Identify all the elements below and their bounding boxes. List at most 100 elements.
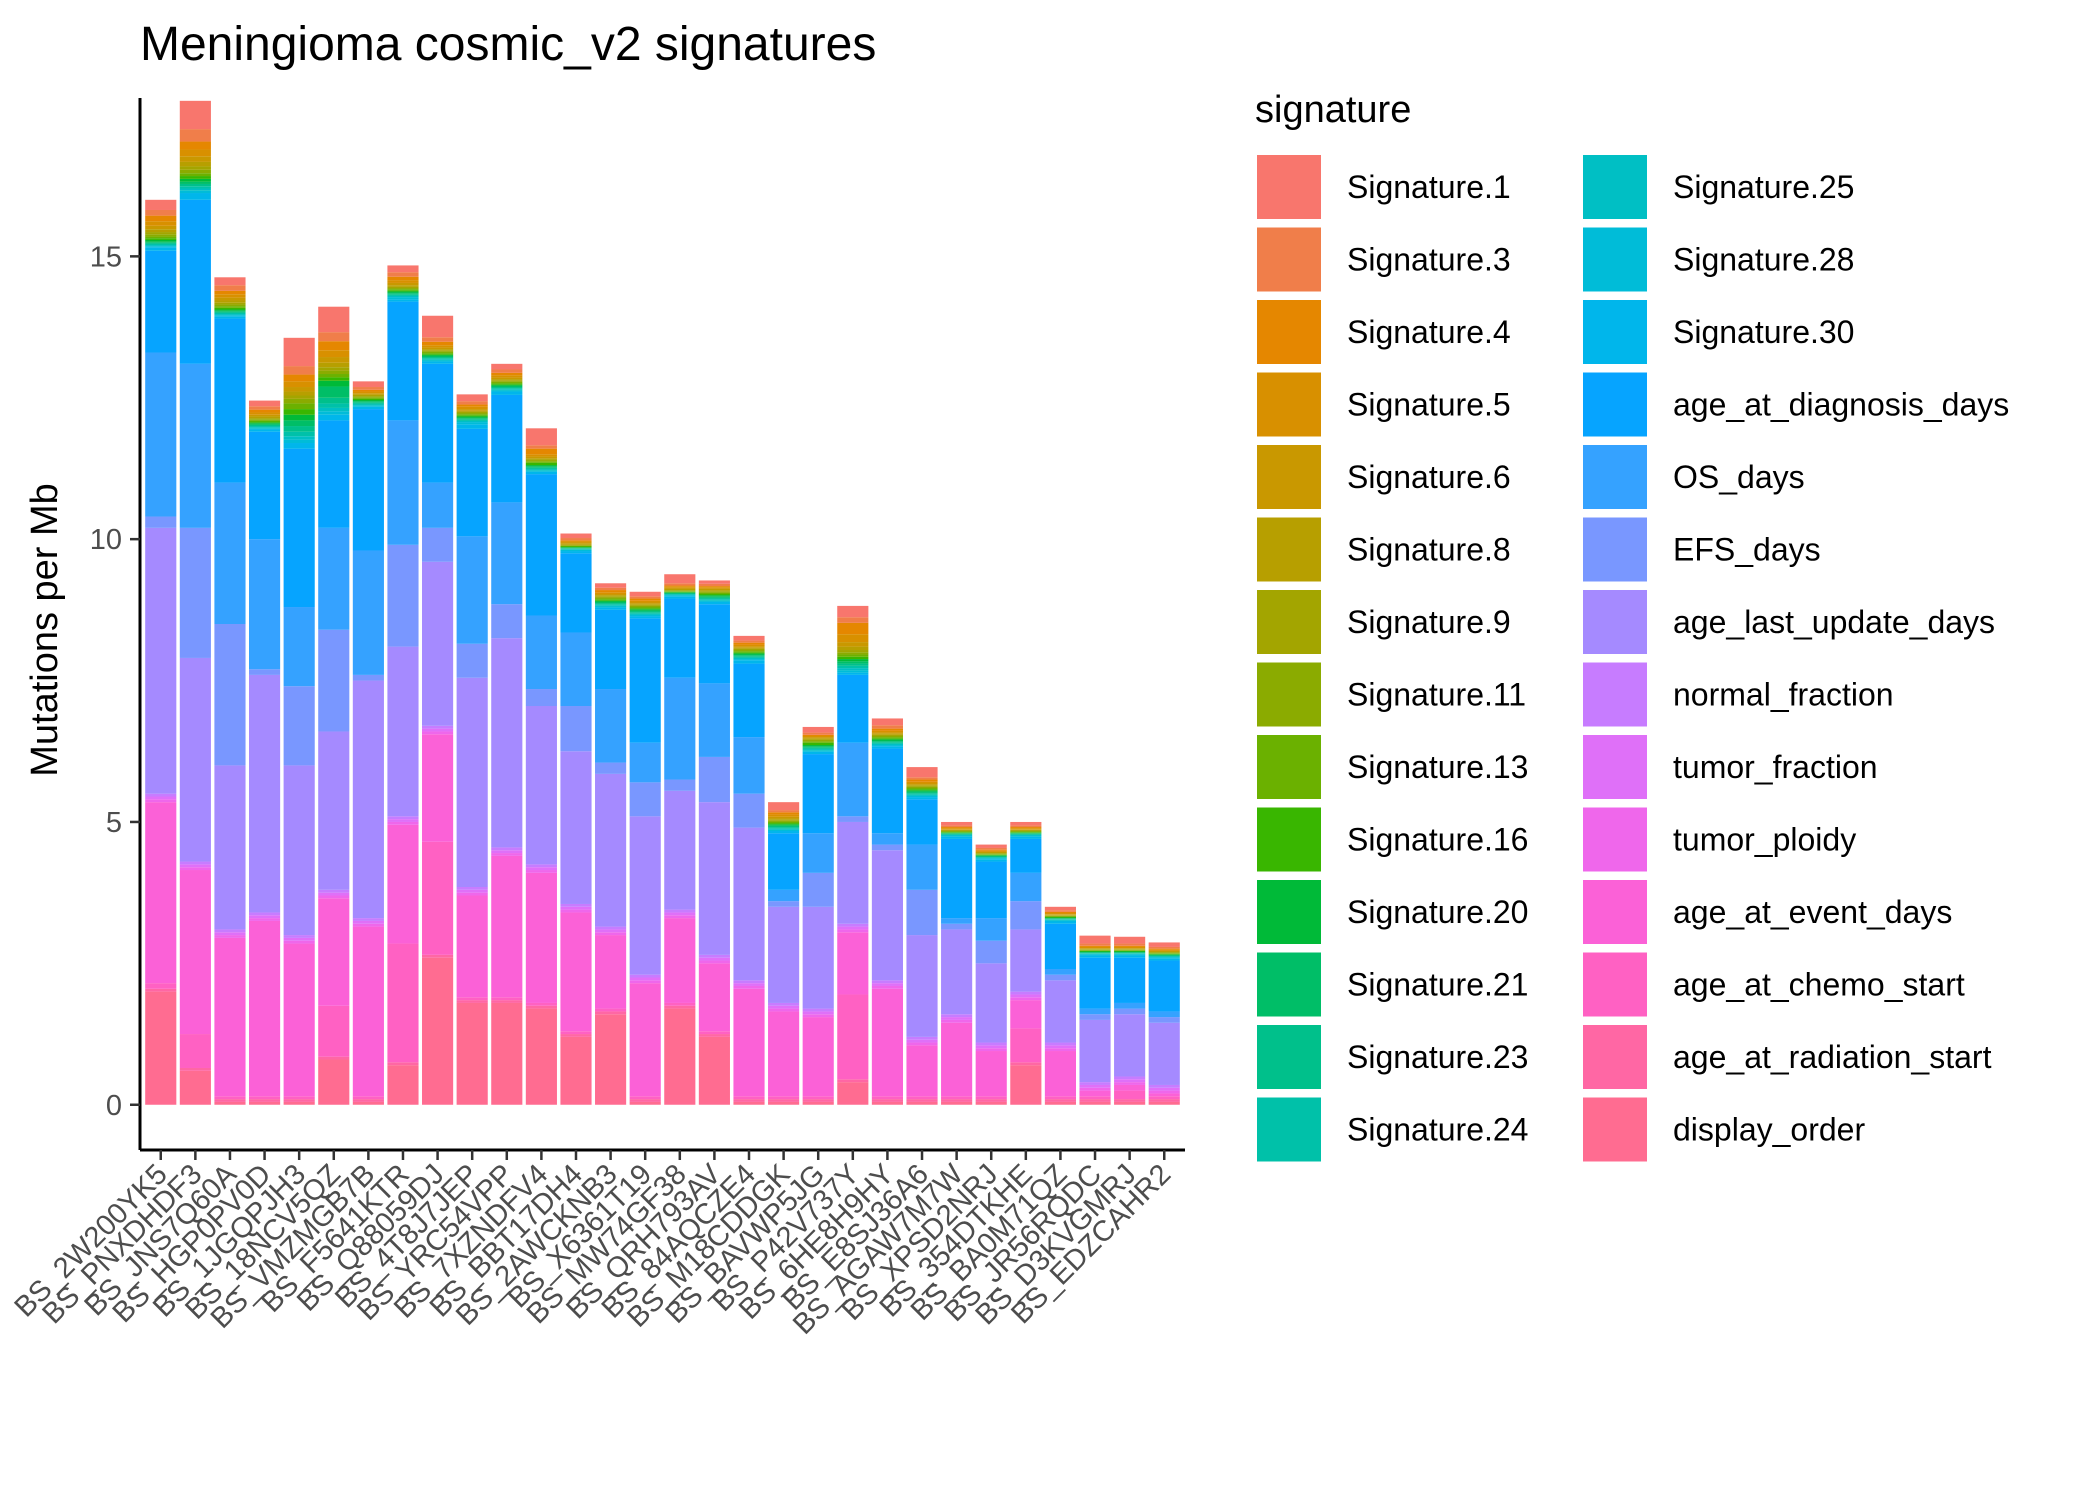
bar-segment [145,352,177,517]
legend-key [1257,807,1321,872]
bar-segment [456,1002,488,1105]
bar-segment [249,414,281,417]
bar-segment [214,297,246,301]
bar-segment [802,737,834,739]
bar-segment [249,400,281,407]
bar-segment [387,289,419,291]
legend-item: Signature.23 [1257,1025,1528,1089]
bar-segment [906,781,938,784]
bar-segment [768,820,800,822]
bar-segment [941,829,973,831]
legend-item: Signature.3 [1257,227,1511,292]
bar-segment [525,1008,557,1105]
bar-segment [283,436,315,440]
bar-segment [283,403,315,410]
bar-segment [941,831,973,833]
bar-segment [145,988,177,992]
legend-label: Signature.3 [1347,242,1511,278]
bar-segment [1044,914,1076,915]
bar-segment [145,238,177,240]
bar-segment [871,748,903,834]
bar-segment [387,544,419,647]
bar-segment [871,730,903,733]
legend-label: Signature.24 [1347,1112,1528,1148]
bar-segment [768,1099,800,1102]
bar-segment [179,141,211,150]
bar-stack-BS_18NCV5QZ [318,306,350,1105]
bar-segment [318,332,350,342]
bar-segment [179,193,211,200]
legend-label: age_at_event_days [1673,894,1952,930]
bar-segment [179,100,211,130]
bar-segment [179,861,211,865]
bar-segment [1148,1099,1180,1102]
bar-segment [664,1002,696,1006]
legend-item: tumor_fraction [1583,735,1878,799]
bar-segment [560,1034,592,1037]
bar-segment [837,1082,869,1105]
legend-label: Signature.23 [1347,1039,1528,1075]
bar-segment [1079,949,1111,950]
bar-segment [906,1101,938,1105]
bar-segment [733,635,765,641]
bar-segment [422,841,454,955]
bar-segment [214,312,246,315]
bar-segment [664,574,696,584]
bar-segment [871,743,903,746]
bar-segment [214,314,246,316]
bar-segment [837,665,869,669]
bar-segment [733,655,765,657]
bar-segment [318,629,350,732]
bar-segment [698,599,730,601]
legend-label: Signature.20 [1347,894,1528,930]
bar-segment [214,315,246,317]
bar-stack-BS_2AWCKNB3 [595,583,627,1105]
bar-segment [1044,923,1076,970]
bar-segment [179,173,211,177]
bar-segment [1114,948,1146,949]
bar-segment [664,677,696,780]
bar-segment [456,401,488,405]
bar-segment [491,853,523,856]
bar-segment [871,980,903,984]
bar-segment [802,745,834,747]
bar-segment [698,589,730,591]
bar-segment [906,785,938,787]
bar-segment [837,622,869,635]
bar-segment [629,604,661,606]
bar-segment [1148,951,1180,953]
bar-segment [1079,957,1111,1009]
bar-segment [733,654,765,656]
bar-segment [318,370,350,375]
bar-segment [664,598,696,678]
bar-segment [768,906,800,1003]
bar-segment [352,918,384,921]
bar-segment [352,1096,384,1100]
bar-stack-BS_JNS7Q60A [214,277,246,1105]
bar-segment [768,819,800,821]
bar-segment [318,527,350,630]
bar-segment [179,183,211,187]
bar-segment [1044,914,1076,916]
bar-segment [1148,1011,1180,1018]
bar-segment [975,1042,1007,1046]
bar-segment [525,615,557,690]
legend-item: OS_days [1583,445,1805,509]
bar-segment [768,802,800,811]
bar-segment [1044,1045,1076,1049]
legend-item: Signature.13 [1257,735,1528,799]
bar-segment [249,920,281,1097]
bar-segment [456,410,488,412]
bar-segment [1148,953,1180,954]
bar-segment [179,178,211,182]
legend-label: display_order [1673,1112,1865,1148]
bar-segment [145,247,177,251]
bar-segment [975,857,1007,858]
bar-segment [456,417,488,419]
bar-segment [249,1101,281,1105]
bar-segment [1148,942,1180,947]
legend-item: Signature.28 [1583,227,1854,292]
bar-segment [352,680,384,919]
bar-segment [179,870,211,1035]
bar-segment [179,129,211,142]
